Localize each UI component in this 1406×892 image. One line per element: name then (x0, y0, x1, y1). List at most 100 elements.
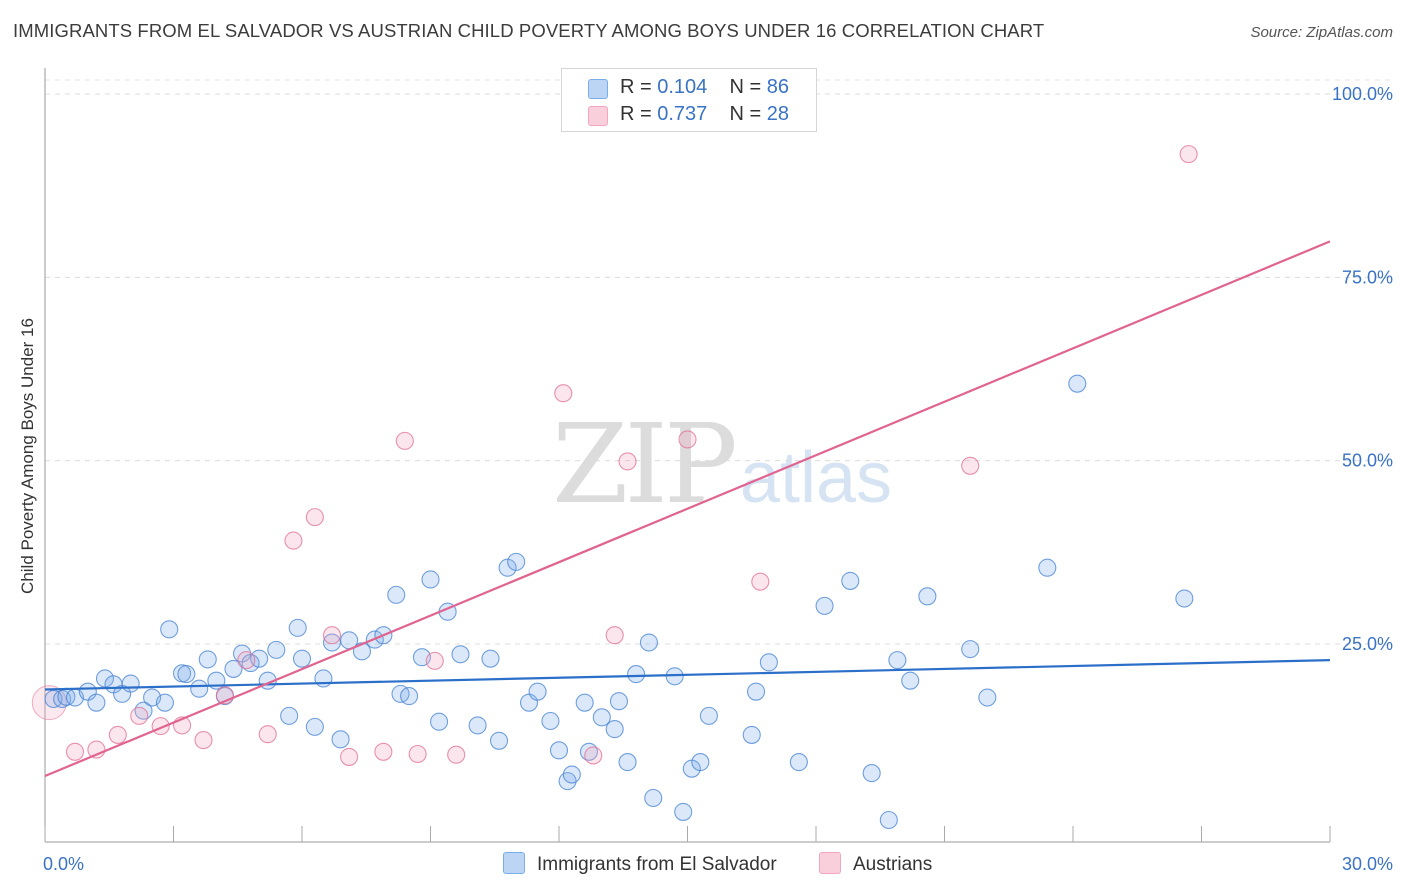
legend-item-austrians: Austrians (819, 852, 932, 876)
data-point-austrians (194, 731, 213, 750)
correlation-legend: R = 0.104 N = 86 R = 0.737 N = 28 (561, 68, 817, 132)
chart-source: Source: ZipAtlas.com (1250, 24, 1393, 41)
data-point-el-salvador (292, 649, 312, 668)
data-point-austrians (425, 651, 444, 670)
data-point-austrians (65, 742, 85, 761)
data-point-el-salvador (280, 706, 299, 725)
legend-swatch-blue (503, 852, 525, 874)
data-point-el-salvador (862, 764, 881, 783)
data-point-el-salvador (387, 585, 406, 604)
legend-swatch-blue (588, 79, 608, 99)
data-point-el-salvador (160, 620, 179, 639)
data-point-austrians (1179, 145, 1198, 164)
data-point-el-salvador (468, 716, 487, 735)
legend-n-value: 28 (766, 103, 790, 125)
legend-r-label: R = (620, 76, 652, 98)
data-point-austrians (374, 742, 393, 761)
x-tick-label: 30.0% (1342, 854, 1393, 874)
watermark-atlas: atlas (739, 438, 892, 518)
data-point-el-salvador (155, 693, 174, 712)
data-point-austrians (284, 531, 303, 550)
data-point-austrians (322, 626, 342, 645)
legend-r-value: 0.104 (657, 76, 708, 98)
data-point-el-salvador (1068, 374, 1087, 393)
data-point-el-salvador (618, 753, 637, 772)
data-point-austrians (751, 572, 770, 591)
data-point-el-salvador (190, 679, 209, 698)
trend-line-el-salvador (44, 659, 1331, 691)
data-point-el-salvador (644, 788, 663, 808)
data-point-el-salvador (627, 665, 646, 684)
data-point-el-salvador (400, 687, 419, 706)
data-point-el-salvador (639, 633, 659, 652)
y-tick-label: 100.0% (1332, 84, 1393, 104)
data-point-austrians (618, 452, 637, 471)
data-point-austrians (395, 431, 414, 450)
data-point-el-salvador (87, 693, 106, 712)
data-point-austrians (961, 456, 980, 475)
data-point-el-salvador (978, 688, 997, 707)
x-tick-label: 0.0% (43, 854, 84, 874)
data-point-austrians (447, 745, 466, 764)
legend-r-value: 0.737 (657, 103, 708, 125)
y-tick-label: 75.0% (1342, 267, 1393, 287)
watermark-zip: ZIP (552, 400, 738, 528)
data-point-el-salvador (961, 640, 980, 659)
data-point-austrians (108, 725, 127, 744)
legend-item-el-salvador: Immigrants from El Salvador (503, 852, 777, 876)
data-point-austrians (408, 744, 427, 764)
data-point-austrians (258, 725, 277, 744)
data-point-el-salvador (888, 651, 907, 670)
data-point-el-salvador (691, 753, 710, 772)
data-point-el-salvador (609, 692, 629, 711)
data-point-el-salvador (879, 810, 898, 830)
data-point-el-salvador (314, 669, 333, 688)
data-point-el-salvador (305, 717, 324, 736)
data-point-el-salvador (421, 570, 440, 589)
data-point-el-salvador (674, 802, 693, 821)
data-point-austrians (554, 384, 573, 403)
data-point-el-salvador (742, 725, 761, 744)
chart-title: IMMIGRANTS FROM EL SALVADOR VS AUSTRIAN … (13, 20, 1045, 41)
data-point-el-salvador (1038, 558, 1057, 577)
legend-n-value: 86 (766, 76, 790, 98)
legend-n-label: N = (729, 76, 762, 98)
y-tick-label: 25.0% (1342, 634, 1393, 654)
data-point-el-salvador (592, 708, 611, 727)
data-point-el-salvador (541, 711, 560, 731)
data-point-el-salvador (1175, 589, 1194, 608)
data-point-el-salvador (789, 753, 808, 772)
watermark: ZIPatlas (552, 400, 892, 528)
data-point-el-salvador (121, 674, 140, 693)
data-point-el-salvador (815, 596, 834, 615)
data-point-el-salvador (528, 682, 547, 701)
data-point-el-salvador (746, 682, 766, 701)
legend-label-austrians: Austrians (853, 854, 933, 875)
data-point-el-salvador (451, 645, 470, 664)
data-point-el-salvador (177, 665, 196, 684)
data-point-el-salvador (489, 731, 509, 750)
data-point-austrians (305, 508, 324, 527)
data-point-el-salvador (901, 671, 920, 690)
data-point-el-salvador (605, 720, 624, 739)
data-point-austrians (237, 651, 256, 670)
legend-n-label: N = (729, 103, 762, 125)
legend-label-el-salvador: Immigrants from El Salvador (537, 854, 777, 875)
data-point-austrians (130, 706, 149, 725)
data-point-austrians (678, 430, 697, 449)
data-point-el-salvador (549, 741, 569, 760)
data-point-el-salvador (430, 712, 449, 731)
data-point-el-salvador (699, 706, 718, 725)
data-point-el-salvador (481, 649, 500, 668)
data-point-el-salvador (759, 653, 778, 672)
data-point-el-salvador (575, 693, 594, 712)
legend-r-label: R = (620, 103, 652, 125)
data-point-austrians (340, 747, 359, 766)
data-point-el-salvador (224, 659, 243, 678)
data-point-el-salvador (267, 640, 286, 659)
data-point-austrians (605, 626, 624, 645)
data-point-el-salvador (198, 650, 217, 669)
data-point-el-salvador (841, 571, 860, 590)
data-point-el-salvador (288, 618, 307, 637)
